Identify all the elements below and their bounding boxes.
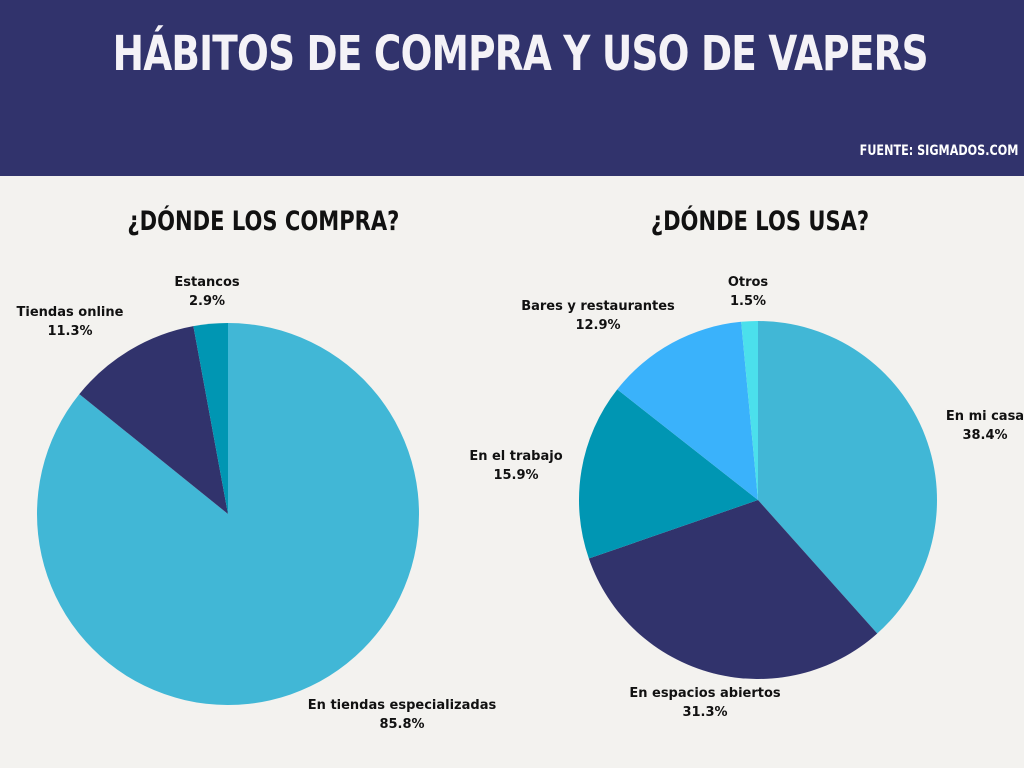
slice-label: Bares y restaurantes — [521, 299, 675, 314]
slice-label: Otros — [728, 275, 769, 290]
slice-value-label: 85.8% — [379, 717, 424, 732]
chart-title-purchase: ¿DÓNDE LOS COMPRA? — [127, 206, 400, 237]
slice-label: En el trabajo — [469, 449, 562, 464]
pie-slice — [588, 500, 878, 679]
slice-value-label: 11.3% — [47, 324, 92, 339]
slice-value-label: 15.9% — [493, 468, 538, 483]
page-title: HÁBITOS DE COMPRA Y USO DE VAPERS — [112, 26, 929, 82]
slice-value-label: 31.3% — [682, 705, 727, 720]
pie-slice — [758, 321, 937, 634]
slice-label: En tiendas especializadas — [308, 698, 497, 713]
slice-value-label: 1.5% — [730, 294, 766, 309]
slice-label: En espacios abiertos — [629, 686, 781, 701]
pie-slice — [578, 389, 758, 559]
pie-slice — [79, 326, 229, 514]
chart-title-usage: ¿DÓNDE LOS USA? — [650, 206, 870, 237]
slice-label: Tiendas online — [17, 305, 124, 320]
slice-label: En mi casa — [946, 409, 1024, 424]
slice-value-label: 38.4% — [962, 428, 1007, 443]
pie-slice — [617, 321, 758, 500]
header-banner — [0, 0, 1024, 176]
pie-slice — [193, 323, 228, 514]
slice-label: Estancos — [174, 275, 239, 290]
pie-slice — [741, 321, 758, 500]
pie-slice — [36, 323, 419, 705]
slice-value-label: 2.9% — [189, 294, 225, 309]
slice-value-label: 12.9% — [575, 318, 620, 333]
source-credit: FUENTE: SIGMADOS.COM — [859, 143, 1018, 159]
